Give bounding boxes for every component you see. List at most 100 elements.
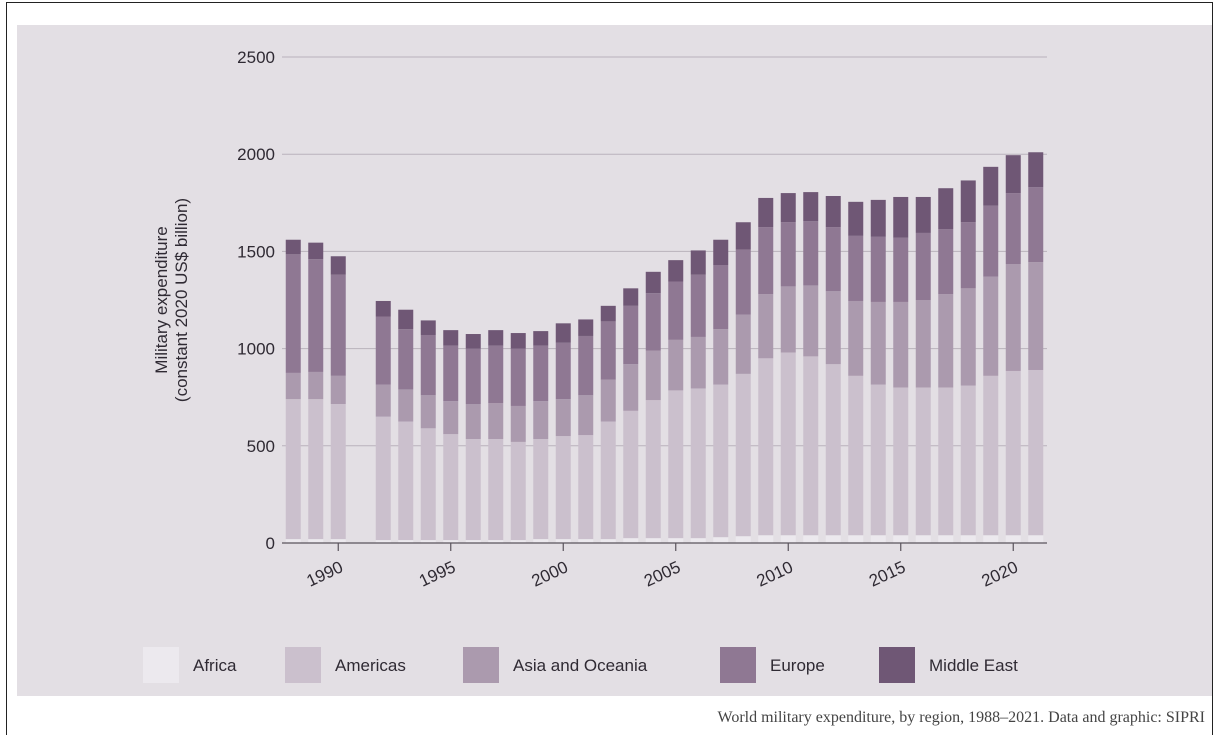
bar-segment-middle-east-1992: [375, 300, 391, 317]
bar-segment-africa-1993: [398, 540, 414, 543]
bar-segment-asia-and-oceania-1995: [443, 401, 459, 435]
bar-segment-middle-east-2004: [645, 271, 661, 294]
bar-segment-europe-2002: [600, 321, 616, 380]
bar-segment-americas-1997: [488, 438, 504, 541]
bar-segment-europe-2008: [735, 249, 751, 315]
bar-segment-africa-2006: [690, 538, 706, 543]
bar-segment-europe-2011: [803, 221, 819, 286]
bar-segment-europe-2016: [915, 232, 931, 300]
bar-segment-asia-and-oceania-1999: [533, 401, 549, 439]
bar-segment-middle-east-1994: [420, 320, 436, 335]
bar-segment-americas-2011: [803, 356, 819, 536]
bar-segment-americas-1988: [285, 399, 301, 540]
bar-segment-africa-2016: [915, 535, 931, 543]
stacked-bar-chart: 0 500 1000 1500 2000 2500 1990 1995 2000 2005 2010…: [143, 48, 1047, 683]
bar-segment-asia-and-oceania-2018: [960, 288, 976, 386]
bar-segment-europe-1992: [375, 316, 391, 385]
bar-segment-middle-east-2011: [803, 192, 819, 222]
bar-segment-asia-and-oceania-2009: [758, 294, 774, 359]
bar-segment-europe-2018: [960, 222, 976, 289]
x-tick-label: 2000: [529, 557, 571, 590]
bar-segment-middle-east-2020: [1005, 155, 1021, 194]
bar-segment-africa-2002: [600, 539, 616, 543]
x-tick-label: 2005: [641, 557, 683, 590]
y-axis-title: Military expenditure(constant 2020 US$ b…: [152, 198, 191, 402]
bar-segment-middle-east-2005: [668, 260, 684, 282]
bars: [285, 152, 1044, 543]
bar-segment-middle-east-2015: [893, 196, 909, 238]
bar-segment-europe-2000: [555, 342, 571, 400]
bar-segment-asia-and-oceania-2020: [1005, 264, 1021, 371]
bar-segment-americas-2020: [1005, 370, 1021, 536]
bar-segment-africa-2019: [983, 535, 999, 543]
legend-swatch: [463, 647, 499, 683]
bar-segment-europe-1988: [285, 254, 301, 373]
y-tick-label: 500: [247, 437, 275, 456]
bar-segment-americas-2000: [555, 436, 571, 540]
bar-segment-europe-2006: [690, 274, 706, 337]
bar-segment-europe-1995: [443, 345, 459, 402]
bar-segment-middle-east-2017: [938, 188, 954, 230]
bar-segment-africa-2000: [555, 539, 571, 543]
bar-segment-europe-2007: [713, 265, 729, 330]
bar-segment-middle-east-2014: [870, 199, 886, 237]
bar-segment-africa-2021: [1028, 535, 1044, 543]
bar-segment-africa-1989: [308, 539, 324, 543]
bar-segment-asia-and-oceania-1998: [510, 405, 526, 442]
bar-segment-americas-2002: [600, 421, 616, 540]
bar-segment-asia-and-oceania-2011: [803, 285, 819, 357]
legend-label: Middle East: [929, 656, 1018, 675]
bar-segment-middle-east-1993: [398, 309, 414, 330]
bar-segment-americas-2017: [938, 387, 954, 536]
y-tick-label: 2000: [237, 145, 275, 164]
bar-segment-africa-1992: [375, 540, 391, 543]
bar-segment-africa-2018: [960, 535, 976, 543]
bar-segment-europe-2009: [758, 227, 774, 295]
bar-segment-americas-1989: [308, 399, 324, 540]
y-tick-label: 2500: [237, 48, 275, 67]
bar-segment-europe-1998: [510, 348, 526, 406]
bar-segment-europe-2004: [645, 293, 661, 351]
bar-segment-africa-2008: [735, 536, 751, 543]
bar-segment-middle-east-2013: [848, 201, 864, 236]
bar-segment-asia-and-oceania-2019: [983, 276, 999, 376]
bar-segment-middle-east-2018: [960, 180, 976, 223]
bar-segment-europe-2001: [578, 335, 594, 396]
bar-segment-asia-and-oceania-2007: [713, 329, 729, 385]
bar-segment-asia-and-oceania-2016: [915, 300, 931, 388]
bar-segment-asia-and-oceania-1988: [285, 372, 301, 400]
bar-segment-africa-1988: [285, 539, 301, 543]
bar-segment-europe-1997: [488, 345, 504, 404]
bar-segment-europe-1996: [465, 348, 481, 405]
bar-segment-middle-east-2007: [713, 239, 729, 266]
bar-segment-asia-and-oceania-2015: [893, 301, 909, 388]
x-tick-label: 1990: [304, 557, 346, 590]
bar-segment-asia-and-oceania-1994: [420, 395, 436, 429]
bar-segment-americas-1994: [420, 428, 436, 541]
bar-segment-middle-east-2016: [915, 196, 931, 233]
bar-segment-africa-2020: [1005, 535, 1021, 543]
y-tick-label: 1000: [237, 340, 275, 359]
bar-segment-africa-2005: [668, 538, 684, 543]
bar-segment-middle-east-2002: [600, 305, 616, 322]
bar-segment-americas-2014: [870, 384, 886, 536]
bar-segment-middle-east-2003: [623, 288, 639, 306]
bar-segment-africa-1997: [488, 540, 504, 543]
bar-segment-asia-and-oceania-2012: [825, 291, 841, 365]
bar-segment-africa-1994: [420, 540, 436, 543]
bar-segment-asia-and-oceania-2008: [735, 314, 751, 374]
bar-segment-middle-east-2009: [758, 197, 774, 228]
y-axis-title-line: (constant 2020 US$ billion): [172, 198, 191, 402]
bar-segment-asia-and-oceania-2006: [690, 336, 706, 389]
bar-segment-americas-2019: [983, 375, 999, 536]
bar-segment-africa-2010: [780, 535, 796, 543]
bar-segment-africa-1999: [533, 539, 549, 543]
bar-segment-europe-2005: [668, 281, 684, 340]
bar-segment-europe-2003: [623, 305, 639, 365]
legend-item-middle-east: Middle East: [879, 647, 1018, 683]
bar-segment-americas-2004: [645, 400, 661, 539]
bar-segment-middle-east-2006: [690, 250, 706, 275]
bar-segment-americas-1995: [443, 434, 459, 541]
bar-segment-middle-east-2021: [1028, 152, 1044, 188]
legend-label: Asia and Oceania: [513, 656, 648, 675]
